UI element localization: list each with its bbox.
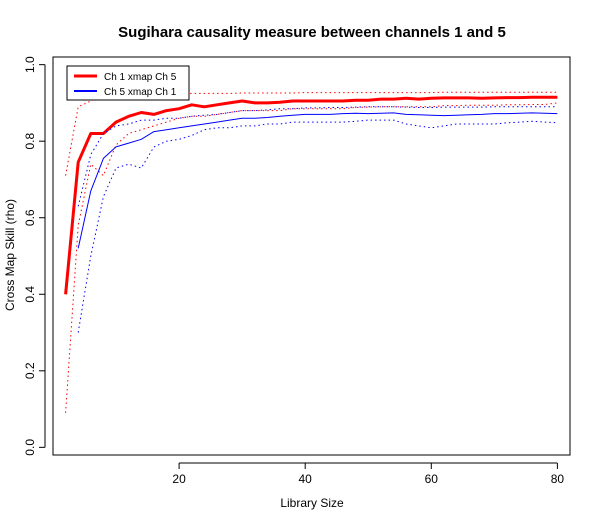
- legend-box: [66, 65, 190, 101]
- series-ch5-upper-bound: [77, 106, 558, 207]
- y-tick-label: 0.2: [23, 362, 37, 379]
- x-tick-label: 20: [172, 472, 186, 486]
- x-axis: 20 40 60 80: [172, 462, 565, 486]
- y-axis-label: Cross Map Skill (rho): [3, 199, 17, 311]
- y-axis: 0.0 0.2 0.4 0.6 0.8 1.0: [23, 56, 46, 456]
- plot-frame: [52, 56, 571, 456]
- series-ch1-lower-bound: [65, 102, 558, 413]
- series-ch1-line: [64, 95, 558, 295]
- y-tick-label: 0.8: [23, 133, 37, 150]
- y-tick-label: 1.0: [23, 56, 37, 73]
- x-tick-label: 80: [551, 472, 565, 486]
- y-tick-label: 0.4: [23, 286, 37, 303]
- legend: Ch 1 xmap Ch 5 Ch 5 xmap Ch 1: [66, 65, 190, 101]
- chart-title: Sugihara causality measure between chann…: [118, 24, 506, 41]
- x-axis-label: Library Size: [280, 496, 344, 510]
- series-ch5-lower-bound: [77, 119, 558, 333]
- x-tick-label: 40: [299, 472, 313, 486]
- x-tick-label: 60: [425, 472, 439, 486]
- series-layer: [64, 91, 558, 413]
- legend-label-ch5: Ch 5 xmap Ch 1: [104, 87, 177, 98]
- series-ch5-line: [77, 112, 558, 249]
- legend-label-ch1: Ch 1 xmap Ch 5: [104, 72, 177, 83]
- y-tick-label: 0.0: [23, 439, 37, 456]
- y-tick-label: 0.6: [23, 209, 37, 226]
